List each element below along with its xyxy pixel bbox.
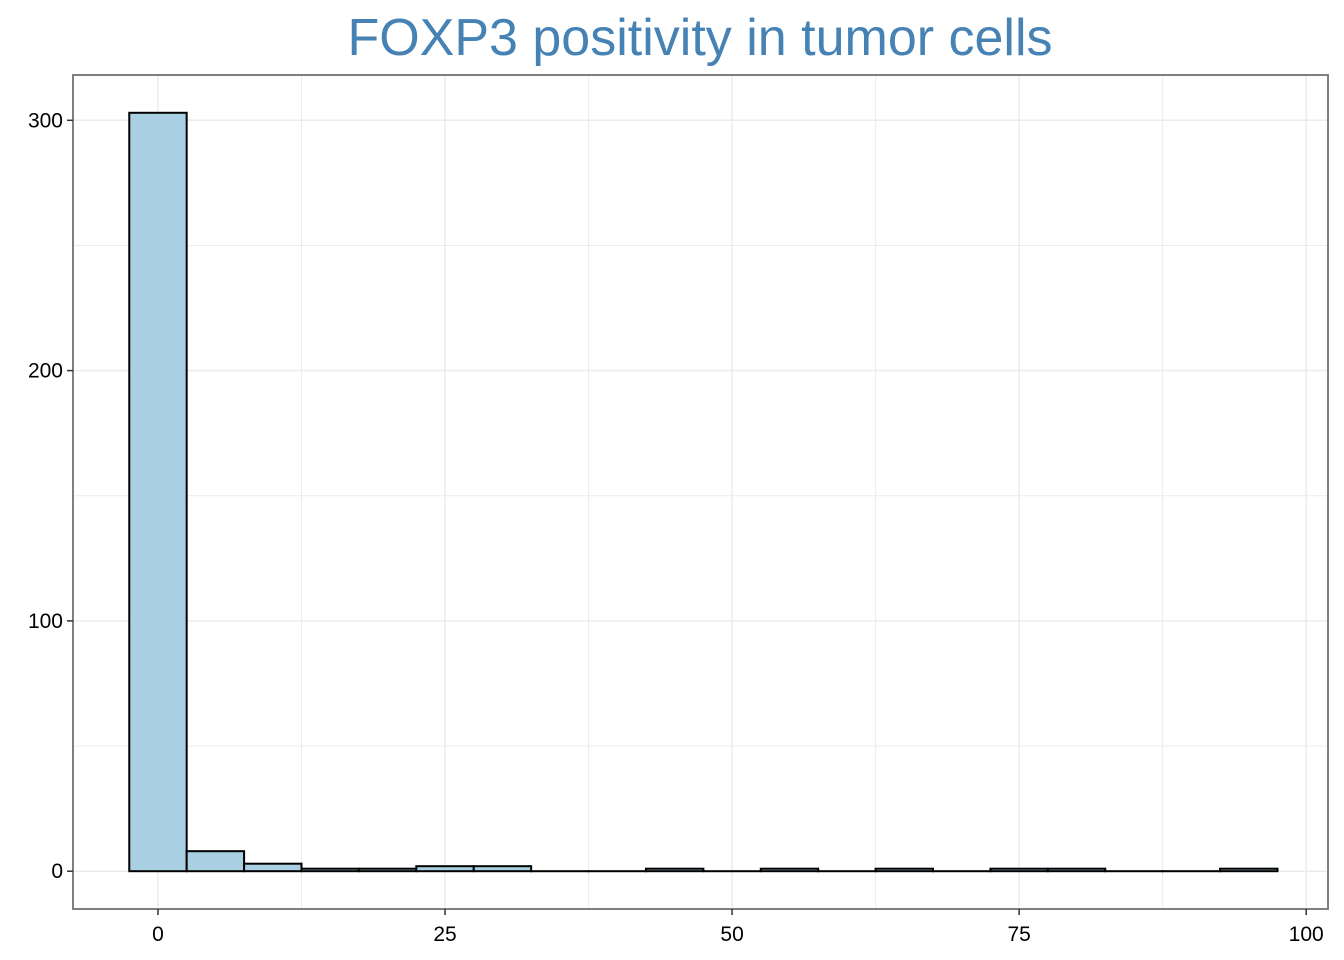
histogram-bars [128, 111, 1279, 873]
histogram-bar [759, 867, 820, 873]
panel-border [72, 74, 1329, 910]
y-axis: 0 100 200 300 [28, 109, 73, 883]
histogram-bar [185, 850, 246, 873]
x-tick-label: 100 [1289, 923, 1324, 946]
x-tick-label: 75 [1007, 923, 1030, 946]
x-tick-label: 50 [720, 923, 743, 946]
histogram-bar [1219, 867, 1279, 873]
histogram-bar [874, 867, 935, 873]
x-tick-label: 25 [433, 923, 456, 946]
grid-minor-lines [73, 75, 1328, 909]
x-tick-label: 0 [152, 923, 164, 946]
histogram-bar [357, 867, 418, 873]
histogram-bar [128, 111, 188, 873]
y-tick-label: 200 [28, 360, 63, 383]
histogram-bar [1046, 867, 1107, 873]
y-tick-label: 100 [28, 610, 63, 633]
chart-title: FOXP3 positivity in tumor cells [347, 9, 1053, 67]
y-tick-label: 0 [51, 860, 63, 883]
histogram-bar [415, 865, 475, 873]
x-axis: 0 25 50 75 100 [152, 909, 1324, 946]
histogram-bar [300, 867, 360, 873]
grid-major-lines [73, 75, 1328, 909]
histogram-bar [243, 862, 303, 873]
histogram-bar [644, 867, 705, 873]
histogram-bar [472, 865, 533, 873]
histogram-bar [989, 867, 1049, 873]
y-tick-label: 300 [28, 109, 63, 132]
